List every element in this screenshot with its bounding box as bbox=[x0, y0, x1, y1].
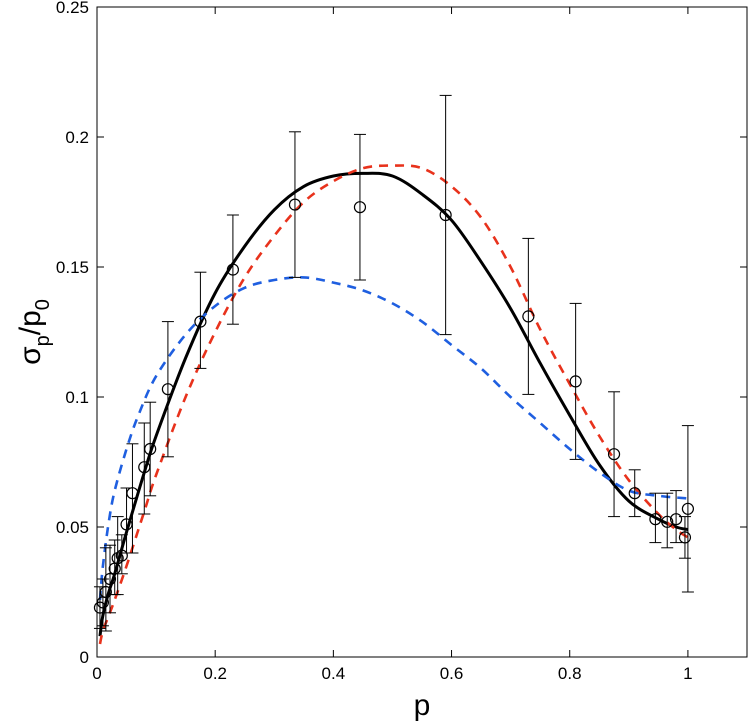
series-curves bbox=[98, 164, 689, 645]
error-bar-20 bbox=[628, 469, 641, 518]
data-point-23 bbox=[669, 513, 683, 526]
data-point-14 bbox=[288, 198, 302, 211]
error-bars bbox=[93, 94, 694, 632]
series-line-0 bbox=[98, 171, 689, 637]
error-bar-14 bbox=[288, 131, 301, 278]
y-tick-label-3: 0.15 bbox=[56, 258, 89, 277]
x-tick-label-5: 1 bbox=[683, 664, 692, 683]
data-point-12 bbox=[194, 315, 207, 328]
y-axis-ticks: 0 0.05 0.1 0.15 0.2 0.25 bbox=[56, 0, 747, 667]
plot-frame bbox=[96, 6, 748, 658]
error-bar-19 bbox=[608, 391, 621, 518]
data-point-24 bbox=[678, 531, 692, 544]
error-bar-11 bbox=[161, 321, 174, 458]
x-tick-label-0: 0 bbox=[92, 664, 101, 683]
data-point-13 bbox=[226, 263, 240, 276]
error-bar-12 bbox=[194, 271, 207, 369]
x-tick-label-3: 0.6 bbox=[440, 664, 464, 683]
data-point-15 bbox=[353, 201, 367, 214]
data-point-2 bbox=[99, 585, 112, 599]
error-bar-3 bbox=[104, 544, 116, 614]
x-tick-label-4: 0.8 bbox=[558, 664, 582, 683]
data-point-11 bbox=[161, 383, 175, 396]
y-tick-label-1: 0.05 bbox=[56, 518, 89, 537]
y-axis-title: σp/p0 bbox=[14, 299, 54, 365]
error-bar-13 bbox=[226, 214, 239, 325]
data-point-18 bbox=[569, 375, 582, 388]
data-point-7 bbox=[120, 518, 133, 531]
error-bar-5 bbox=[111, 516, 124, 596]
error-bar-22 bbox=[661, 492, 674, 549]
data-point-3 bbox=[103, 572, 117, 586]
data-point-22 bbox=[661, 515, 674, 528]
data-markers bbox=[93, 198, 695, 614]
error-bar-21 bbox=[649, 492, 662, 544]
error-bar-23 bbox=[670, 490, 683, 544]
x-axis-ticks: 0 0.2 0.4 0.6 0.8 1 bbox=[92, 7, 693, 683]
data-point-25 bbox=[681, 502, 695, 515]
x-axis-title: p bbox=[414, 689, 431, 721]
error-bar-15 bbox=[353, 133, 366, 281]
data-point-6 bbox=[115, 549, 128, 562]
y-tick-label-5: 0.25 bbox=[56, 0, 89, 17]
error-bar-10 bbox=[144, 401, 157, 497]
error-bar-9 bbox=[138, 422, 151, 515]
data-point-21 bbox=[649, 513, 662, 526]
error-bar-18 bbox=[569, 302, 582, 460]
x-tick-label-1: 0.2 bbox=[203, 664, 227, 683]
x-tick-label-2: 0.4 bbox=[322, 664, 346, 683]
y-axis-title-base: σ bbox=[14, 346, 47, 365]
y-tick-label-4: 0.2 bbox=[65, 128, 89, 147]
error-bar-25 bbox=[681, 425, 694, 593]
series-line-2 bbox=[98, 276, 689, 600]
data-point-9 bbox=[138, 461, 151, 474]
y-tick-label-0: 0 bbox=[80, 648, 89, 667]
y-tick-label-2: 0.1 bbox=[65, 388, 89, 407]
data-point-19 bbox=[607, 448, 621, 461]
data-point-17 bbox=[522, 310, 535, 323]
data-point-16 bbox=[439, 208, 452, 222]
y-axis-title-slash: /p bbox=[14, 310, 47, 335]
error-bar-17 bbox=[522, 237, 535, 395]
data-point-8 bbox=[126, 487, 139, 500]
y-axis-title-sub1: p bbox=[32, 335, 54, 346]
data-point-20 bbox=[628, 487, 641, 500]
data-point-10 bbox=[144, 442, 157, 456]
series-line-1 bbox=[98, 164, 689, 645]
error-bar-16 bbox=[439, 94, 452, 336]
y-axis-title-sub2: 0 bbox=[32, 299, 54, 310]
